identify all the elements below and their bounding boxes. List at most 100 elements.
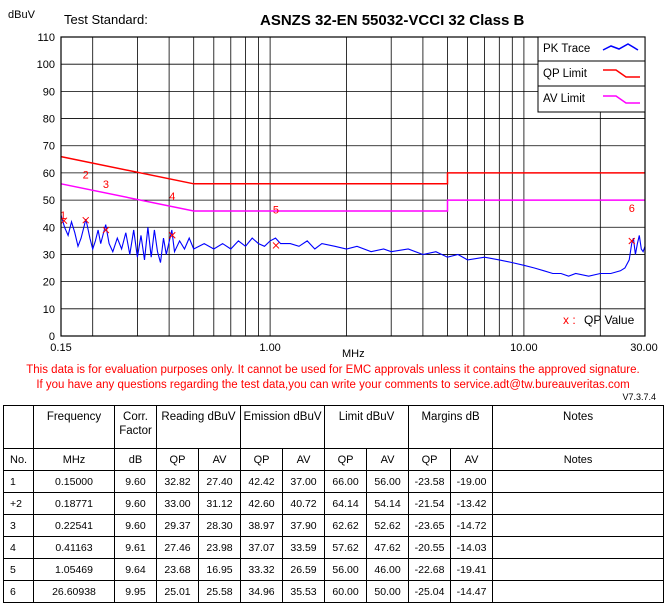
table-cell: 25.58 [197, 580, 242, 603]
table-cell [492, 470, 665, 493]
subheader-cell: QP [240, 448, 284, 471]
table-cell: 42.42 [240, 470, 284, 493]
header-margins: Margins dB [408, 405, 494, 449]
table-cell: 33.00 [156, 492, 199, 515]
table-cell: 37.00 [282, 470, 326, 493]
table-cell: 0.18771 [33, 492, 115, 515]
x-tick-label: 10.00 [510, 342, 538, 354]
qp-point-marker [102, 226, 110, 234]
qp-point-marker [168, 231, 176, 239]
table-group-header-row: Frequency Corr. Factor Reading dBuV Emis… [3, 405, 665, 449]
subheader-cell: MHz [33, 448, 115, 471]
legend-qp-limit: QP Limit [543, 68, 588, 80]
results-table: Frequency Corr. Factor Reading dBuV Emis… [3, 405, 665, 603]
qp-point-marker [628, 237, 636, 245]
table-cell: -19.00 [450, 470, 494, 493]
legend-pk-trace: PK Trace [543, 43, 590, 55]
header-corr-factor: Corr. Factor [114, 405, 157, 449]
table-cell: 9.61 [114, 536, 157, 559]
table-cell: 60.00 [324, 580, 368, 603]
table-cell: 27.46 [156, 536, 199, 559]
table-cell: -25.04 [408, 580, 452, 603]
qp-point-marker [60, 217, 68, 225]
table-row: 5 1.05469 9.64 23.68 16.95 33.32 26.59 56.00 46.… [3, 558, 665, 581]
table-cell: 52.62 [366, 514, 410, 537]
table-cell: 35.53 [282, 580, 326, 603]
qp-point-marker [272, 242, 280, 249]
table-cell: 33.59 [282, 536, 326, 559]
table-body: 1 0.15000 9.60 32.82 27.40 42.42 37.00 66.00 56.… [3, 470, 665, 603]
y-tick-label: 40 [43, 222, 55, 234]
table-cell: 57.62 [324, 536, 368, 559]
header-frequency: Frequency [33, 405, 115, 449]
table-cell: -14.72 [450, 514, 494, 537]
legend-av-limit: AV Limit [543, 93, 586, 105]
table-cell: -23.58 [408, 470, 452, 493]
marker-label: 6 [629, 203, 635, 215]
table-cell: 32.82 [156, 470, 199, 493]
legend-pk-swatch [602, 43, 639, 51]
table-cell: 0.41163 [33, 536, 115, 559]
disclaimer-line-1: This data is for evaluation purposes onl… [26, 364, 640, 376]
header-blank [3, 405, 34, 449]
subheader-cell: QP [408, 448, 452, 471]
subheader-cell: AV [450, 448, 494, 471]
table-cell: +2 [3, 492, 34, 515]
table-cell [492, 514, 665, 537]
table-cell [492, 580, 665, 603]
qp-value-legend-text: QP Value [584, 313, 635, 327]
table-cell: 9.95 [114, 580, 157, 603]
chart-title: ASNZS 32-EN 55032-VCCI 32 Class B [260, 12, 524, 29]
table-cell: -13.42 [450, 492, 494, 515]
table-cell [492, 558, 665, 581]
x-tick-label: 30.00 [630, 342, 658, 354]
table-cell: 27.40 [197, 470, 242, 493]
table-cell: 3 [3, 514, 34, 537]
qp-value-legend-symbol: x : [563, 313, 576, 327]
y-tick-labels: 0 10 20 30 40 50 60 70 80 90 100 110 [37, 32, 55, 343]
legend-box [537, 36, 646, 113]
subheader-cell: QP [324, 448, 368, 471]
y-tick-label: 10 [43, 304, 55, 316]
y-tick-label: 110 [37, 32, 55, 44]
table-row: 6 26.60938 9.95 25.01 25.58 34.96 35.53 60.00 50… [3, 580, 665, 603]
subheader-cell: dB [114, 448, 157, 471]
y-axis-unit: dBuV [8, 9, 36, 21]
y-tick-label: 70 [43, 141, 55, 153]
x-tick-label: 0.15 [50, 342, 71, 354]
marker-label: 1 [60, 210, 66, 222]
markers: 1 2 3 4 5 6 [60, 169, 636, 249]
disclaimer-line-2: If you have any questions regarding the … [36, 379, 630, 391]
table-cell: 5 [3, 558, 34, 581]
qp-point-marker [82, 216, 90, 224]
table-cell: 66.00 [324, 470, 368, 493]
pk-trace-line [60, 214, 646, 277]
table-cell: 38.97 [240, 514, 284, 537]
table-cell [492, 536, 665, 559]
subheader-cell: No. [3, 448, 34, 471]
table-cell: 25.01 [156, 580, 199, 603]
table-cell: 4 [3, 536, 34, 559]
table-cell: 9.60 [114, 470, 157, 493]
table-cell: -14.03 [450, 536, 494, 559]
table-cell: 23.98 [197, 536, 242, 559]
table-cell: 42.60 [240, 492, 284, 515]
legend-av-swatch [603, 95, 640, 104]
subheader-cell: AV [366, 448, 410, 471]
y-tick-label: 20 [43, 277, 55, 289]
marker-label: 5 [273, 205, 279, 217]
table-cell [492, 492, 665, 515]
table-subheader-row: No. MHz dB QP AV QP AV QP AV QP AV Notes [3, 448, 665, 471]
table-cell: 0.22541 [33, 514, 115, 537]
table-cell: -23.65 [408, 514, 452, 537]
table-cell: 28.30 [197, 514, 242, 537]
x-axis-unit: MHz [342, 348, 365, 360]
header-reading: Reading dBuV [155, 405, 242, 449]
table-cell: 16.95 [197, 558, 242, 581]
software-version: V7.3.7.4 [622, 392, 656, 402]
y-tick-label: 30 [43, 249, 55, 261]
marker-label: 3 [103, 179, 109, 191]
table-cell: -20.55 [408, 536, 452, 559]
subheader-cell: Notes [492, 448, 665, 471]
table-row: 3 0.22541 9.60 29.37 28.30 38.97 37.90 62.62 52.… [3, 514, 665, 537]
